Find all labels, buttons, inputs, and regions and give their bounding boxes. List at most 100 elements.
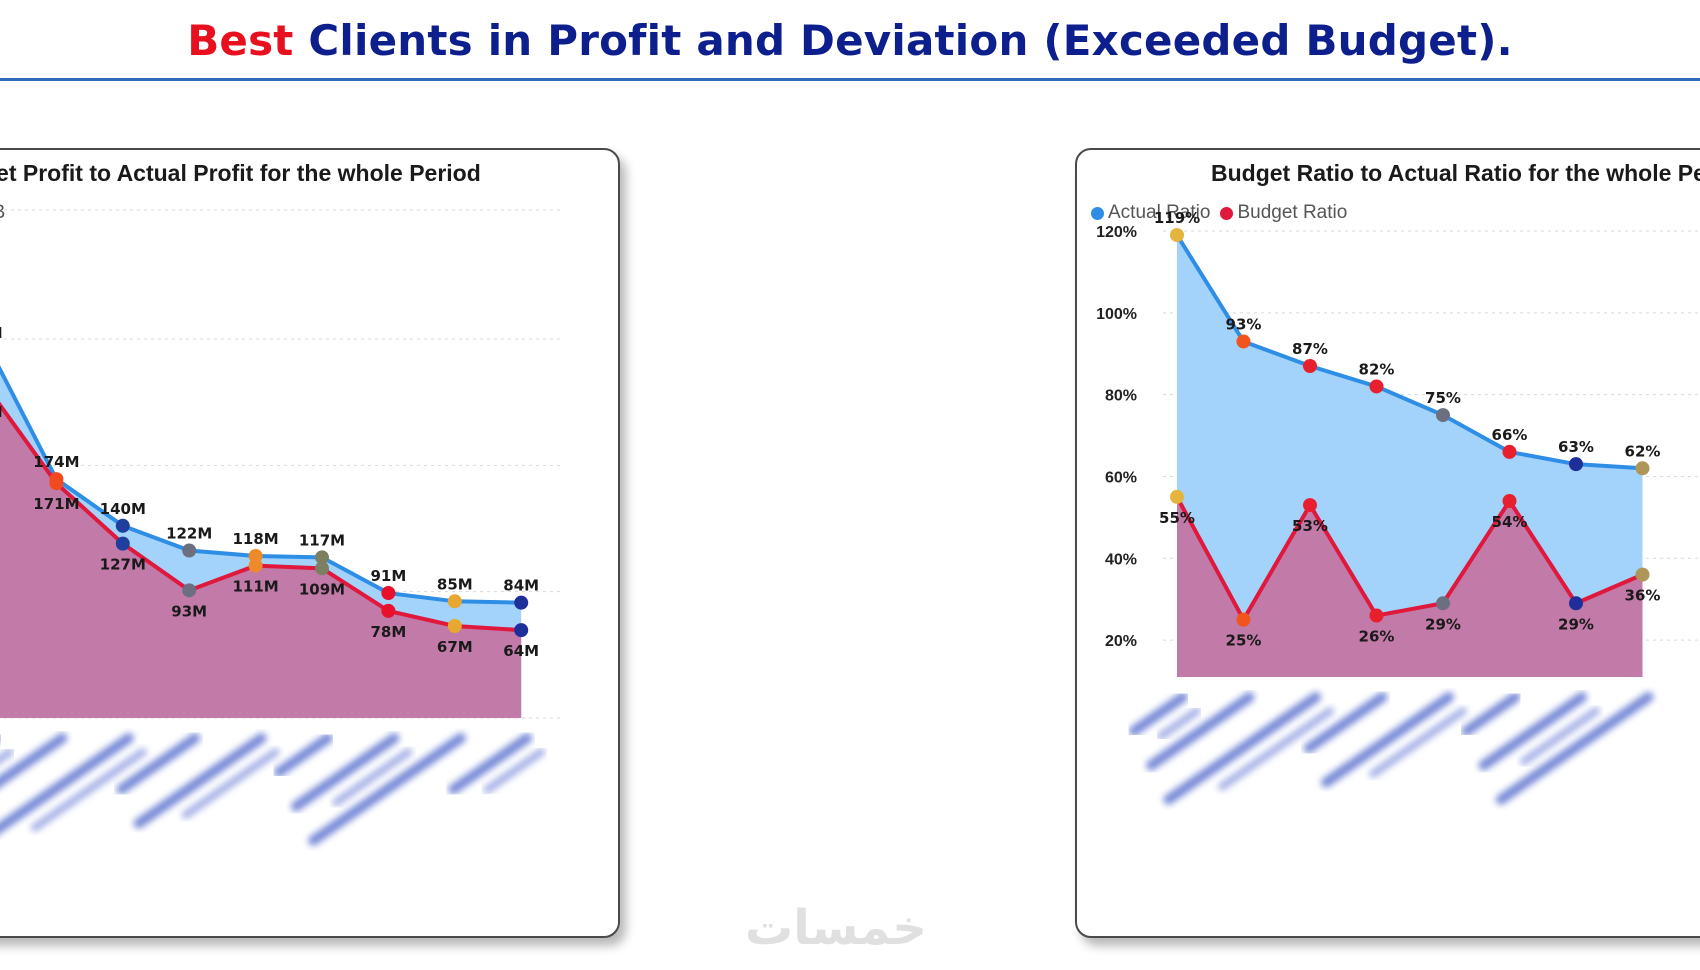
budget-data-label: 53% xyxy=(1292,517,1328,535)
actual-data-label: 118M xyxy=(232,530,278,548)
actual-point xyxy=(514,595,529,610)
category-label-blurred xyxy=(1495,692,1654,805)
ratio-chart-svg: 120% 100% 80% 60% 40% 20% 119% 93% 87% 82% 75% 66% 6… xyxy=(1096,209,1700,805)
actual-data-label: 84M xyxy=(503,577,539,595)
actual-data-label: 63% xyxy=(1558,438,1594,456)
actual-data-label: 117M xyxy=(299,531,345,549)
budget-point xyxy=(1635,567,1650,582)
category-label-blurred xyxy=(0,733,134,834)
category-label-blurred xyxy=(1128,692,1188,737)
budget-data-label: 29% xyxy=(1558,615,1594,633)
budget-point xyxy=(1436,596,1450,611)
category-label-blurred xyxy=(0,733,68,788)
budget-data-label: 25% xyxy=(1226,632,1262,650)
budget-area xyxy=(0,405,522,718)
legend-item-actual-ratio[interactable]: Actual Ratio xyxy=(1091,202,1210,224)
legend-label-budget-ratio: Budget Ratio xyxy=(1237,202,1348,223)
profit-chart-legend: _B xyxy=(0,202,5,224)
legend-item-budget-ratio[interactable]: Budget Ratio xyxy=(1220,202,1347,224)
actual-data-label: 122M xyxy=(166,524,212,542)
budget-point xyxy=(1236,612,1251,627)
actual-point xyxy=(381,586,396,601)
budget-point xyxy=(182,583,197,598)
budget-point xyxy=(1303,498,1317,513)
category-label-blurred xyxy=(291,733,400,812)
budget-data-label: 64M xyxy=(503,642,539,660)
actual-point xyxy=(1569,457,1583,472)
category-label-blurred xyxy=(1461,692,1521,737)
category-label-blurred xyxy=(30,748,147,832)
budget-point xyxy=(115,536,130,551)
actual-data-label: 93% xyxy=(1226,315,1262,333)
budget-data-label: 109M xyxy=(299,580,345,598)
title-divider xyxy=(0,78,1700,81)
budget-area xyxy=(1177,496,1643,677)
actual-point xyxy=(1303,359,1317,373)
actual-point xyxy=(1236,334,1251,349)
category-label-blurred xyxy=(1478,692,1587,771)
budget-point xyxy=(1502,494,1517,508)
category-label-blurred xyxy=(1146,692,1255,771)
category-label-blurred xyxy=(308,733,466,846)
profit-chart-panel: get Profit to Actual Profit for the whol… xyxy=(0,148,620,938)
budget-data-label: 54% xyxy=(1492,513,1528,531)
actual-point xyxy=(115,518,130,533)
category-label-blurred xyxy=(181,748,280,819)
budget-point xyxy=(447,619,462,634)
budget-point xyxy=(1369,608,1384,623)
actual-point xyxy=(447,594,462,609)
y-tick-label: 20% xyxy=(1105,633,1137,650)
ratio-chart-panel: Budget Ratio to Actual Ratio for the who… xyxy=(1075,148,1700,938)
budget-data-label: 0M xyxy=(0,403,3,421)
actual-point xyxy=(182,543,197,558)
actual-data-label: 3M xyxy=(0,324,3,342)
budget-point xyxy=(248,558,263,573)
category-label-blurred xyxy=(273,733,333,778)
actual-data-label: 85M xyxy=(437,575,473,593)
budget-data-label: 111M xyxy=(232,578,278,596)
category-label-blurred xyxy=(1163,692,1321,805)
actual-data-label: 91M xyxy=(370,567,406,585)
actual-point xyxy=(1635,461,1650,476)
actual-data-label: 82% xyxy=(1359,360,1395,378)
actual-point xyxy=(315,550,329,565)
category-label-blurred xyxy=(1218,707,1334,791)
budget-point xyxy=(1569,596,1583,611)
budget-data-label: 78M xyxy=(370,623,406,641)
actual-data-label: 87% xyxy=(1292,340,1328,358)
y-tick-label: 120% xyxy=(1096,224,1137,241)
actual-data-label: 174M xyxy=(33,453,79,471)
category-label-blurred xyxy=(332,748,413,807)
category-label-blurred xyxy=(1321,692,1454,788)
page-title-rest: Clients in Profit and Deviation (Exceede… xyxy=(308,16,1513,65)
budget-data-label: 171M xyxy=(33,495,79,513)
actual-point xyxy=(248,548,263,563)
category-label-blurred xyxy=(116,733,201,795)
page-title-accent: Best xyxy=(187,16,294,65)
category-label-blurred xyxy=(448,733,533,795)
actual-data-label: 140M xyxy=(100,500,146,518)
legend-dot-actual xyxy=(1091,206,1104,220)
category-label-blurred xyxy=(1369,707,1467,778)
budget-line xyxy=(1175,495,1644,622)
budget-data-label: 55% xyxy=(1159,509,1195,527)
y-tick-label: 100% xyxy=(1096,306,1137,323)
actual-data-label: 66% xyxy=(1492,426,1528,444)
y-tick-label: 60% xyxy=(1105,469,1137,486)
budget-point xyxy=(1170,489,1184,504)
budget-data-label: 29% xyxy=(1425,615,1461,633)
budget-data-label: 93M xyxy=(171,602,207,620)
ratio-chart-legend: Actual Ratio Budget Ratio xyxy=(1091,202,1357,224)
profit-chart-svg: 3M 174M 140M 122M 118M 117M 91M 85M 84M 0M 171M 127… xyxy=(0,209,562,846)
budget-point xyxy=(514,623,529,638)
page-title: Best Clients in Profit and Deviation (Ex… xyxy=(0,16,1700,65)
budget-data-label: 127M xyxy=(100,556,146,574)
legend-dot-budget xyxy=(1220,206,1234,220)
budget-point xyxy=(381,603,396,618)
category-label-blurred xyxy=(483,748,546,794)
category-label-blurred xyxy=(133,733,267,829)
actual-data-label: 62% xyxy=(1625,442,1661,460)
actual-point xyxy=(1502,444,1517,459)
actual-point xyxy=(1436,408,1450,423)
budget-data-label: 26% xyxy=(1359,628,1395,646)
